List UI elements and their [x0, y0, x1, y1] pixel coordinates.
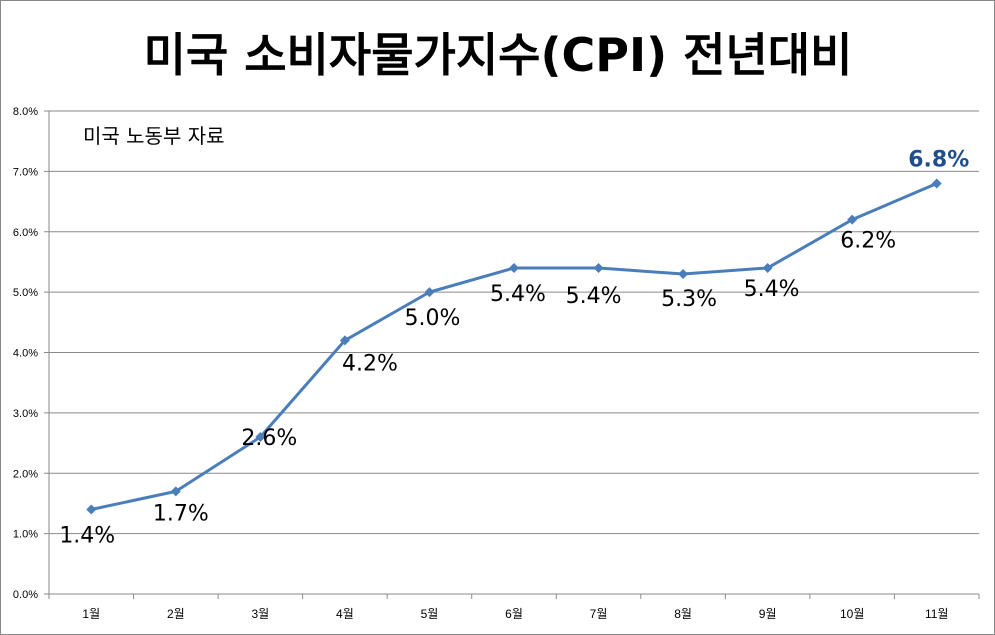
- y-tick-label: 6.0%: [13, 227, 38, 239]
- x-tick-label: 10월: [840, 607, 864, 621]
- data-label: 5.4%: [566, 284, 622, 309]
- x-tick-label: 1월: [82, 607, 100, 621]
- source-annotation: 미국 노동부 자료: [83, 124, 225, 148]
- data-label: 6.8%: [908, 147, 969, 172]
- x-tick-label: 5월: [421, 607, 439, 621]
- y-tick-label: 2.0%: [13, 468, 38, 480]
- data-label: 6.2%: [840, 229, 896, 254]
- y-tick-label: 4.0%: [13, 348, 38, 360]
- data-point: [86, 504, 97, 515]
- x-tick-label: 4월: [336, 607, 354, 621]
- data-point: [424, 287, 435, 298]
- x-tick-label: 8월: [674, 607, 692, 621]
- series-line: [90, 182, 938, 511]
- data-label: 5.4%: [744, 277, 800, 302]
- y-tick-label: 5.0%: [13, 287, 38, 299]
- data-point: [339, 335, 350, 346]
- data-point: [593, 262, 604, 273]
- y-axis-tick-labels: 0.0% 1.0% 2.0% 3.0% 4.0% 5.0% 6.0% 7.0% 8.0%: [13, 106, 38, 601]
- data-point: [170, 486, 181, 497]
- data-point: [255, 432, 266, 443]
- data-point: [762, 262, 773, 273]
- x-tick-label: 6월: [505, 607, 523, 621]
- data-point: [931, 178, 942, 189]
- data-point: [847, 214, 858, 225]
- data-label: 2.6%: [241, 426, 297, 451]
- data-label: 1.7%: [153, 501, 209, 526]
- x-tick-label: 11월: [925, 607, 949, 621]
- chart-title: 미국 소비자물가지수(CPI) 전년대비: [144, 28, 853, 82]
- data-label: 4.2%: [342, 351, 398, 376]
- data-label: 5.0%: [405, 306, 461, 331]
- x-tick-label: 2월: [167, 607, 185, 621]
- axes: [44, 110, 980, 599]
- data-point: [678, 269, 689, 280]
- y-tick-label: 7.0%: [13, 166, 38, 178]
- x-tick-label: 9월: [759, 607, 777, 621]
- y-tick-label: 1.0%: [13, 529, 38, 541]
- y-tick-label: 0.0%: [13, 589, 38, 601]
- y-tick-label: 8.0%: [13, 106, 38, 118]
- y-tick-label: 3.0%: [13, 408, 38, 420]
- data-label: 5.3%: [661, 287, 717, 312]
- series-cpi: [86, 178, 942, 515]
- x-tick-label: 3월: [252, 607, 270, 621]
- data-label: 1.4%: [59, 523, 115, 548]
- x-tick-label: 7월: [590, 607, 608, 621]
- data-point: [509, 262, 519, 273]
- data-labels: 1.4% 1.7% 2.6% 4.2% 5.0% 5.4% 5.4% 5.3% 5.4% 6.2%…: [59, 147, 969, 548]
- gridlines: [49, 110, 979, 535]
- x-axis-tick-labels: 1월 2월 3월 4월 5월 6월 7월 8월 9월 10월 11월: [82, 607, 948, 621]
- data-label: 5.4%: [490, 282, 546, 307]
